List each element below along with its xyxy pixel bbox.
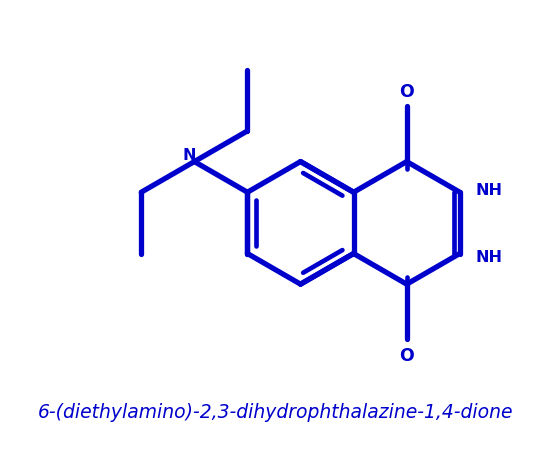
Text: N: N <box>183 147 196 162</box>
Text: NH: NH <box>475 250 502 264</box>
Text: 6-(diethylamino)-2,3-dihydrophthalazine-1,4-dione: 6-(diethylamino)-2,3-dihydrophthalazine-… <box>38 402 514 421</box>
Text: O: O <box>399 83 414 101</box>
Text: O: O <box>399 346 414 364</box>
Text: NH: NH <box>475 182 502 197</box>
